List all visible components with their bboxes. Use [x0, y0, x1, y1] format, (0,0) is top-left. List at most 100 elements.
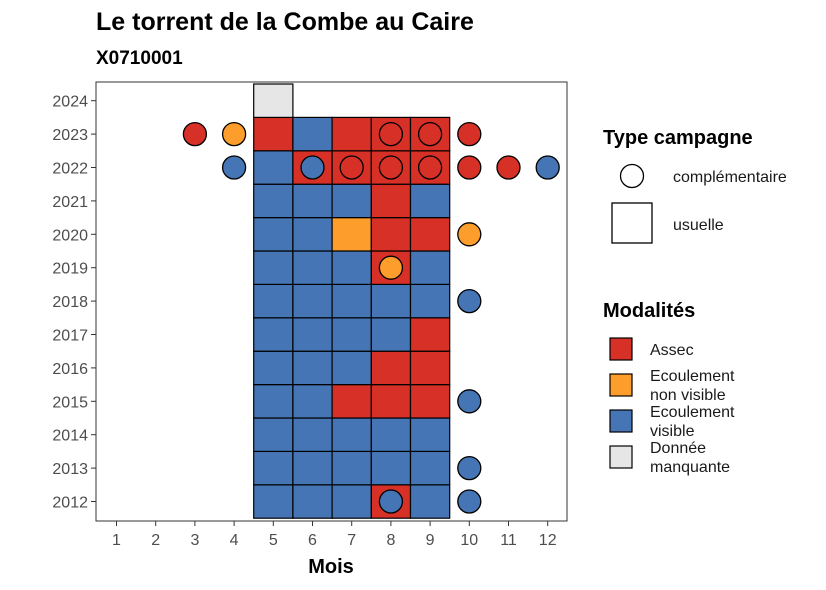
tile-2024-5 — [253, 83, 294, 119]
tile-2021-6 — [292, 183, 333, 219]
tile-2017-7 — [331, 317, 372, 352]
tile-2018-5 — [253, 283, 294, 319]
point-2012-10 — [457, 489, 482, 514]
point-2023-9 — [417, 121, 443, 147]
point-2023-3 — [182, 121, 208, 147]
tile-2019-7 — [331, 250, 372, 286]
tile-2012-7 — [331, 484, 372, 519]
tile-2022-5 — [253, 150, 294, 185]
legend-key-mod-3 — [609, 445, 633, 469]
y-tick-label: 2018 — [52, 294, 88, 311]
legend: Type campagne complémentaire usuelle Modali… — [603, 127, 787, 476]
tile-2021-7 — [331, 183, 372, 219]
legend-label-usuelle: usuelle — [673, 217, 724, 234]
legend-label-complementaire: complémentaire — [673, 169, 787, 186]
y-tick-label: 2024 — [52, 94, 88, 111]
tile-2019-9 — [409, 250, 451, 286]
y-tick-label: 2015 — [52, 394, 88, 411]
x-tick-label: 7 — [347, 532, 356, 549]
tile-2015-9 — [409, 384, 451, 419]
tile-2023-7 — [331, 116, 372, 152]
tile-2020-5 — [253, 217, 294, 252]
x-tick-label: 9 — [426, 532, 435, 549]
tile-2016-6 — [292, 350, 333, 386]
legend-key-mod-0 — [609, 337, 633, 361]
legend-label-mod-1-line2: non visible — [650, 387, 726, 404]
legend-label-mod-2-line1: Ecoulement — [650, 404, 735, 421]
tile-2016-7 — [331, 350, 372, 386]
tile-2015-6 — [292, 384, 333, 419]
x-tick-label: 8 — [386, 532, 395, 549]
y-tick-label: 2014 — [52, 428, 88, 445]
y-tick-label: 2017 — [52, 328, 88, 345]
tile-2015-5 — [253, 384, 294, 419]
tile-2014-5 — [253, 417, 294, 453]
tile-2013-5 — [253, 450, 294, 486]
tile-2012-5 — [253, 484, 294, 519]
tile-2017-5 — [253, 317, 294, 352]
tile-2012-9 — [409, 484, 451, 519]
y-tick-label: 2019 — [52, 261, 88, 278]
tile-2014-8 — [370, 417, 412, 453]
x-tick-label: 3 — [190, 532, 199, 549]
tile-2017-9 — [409, 317, 451, 352]
point-2022-11 — [496, 155, 521, 180]
x-tick-label: 10 — [460, 532, 478, 549]
point-2022-4 — [221, 155, 247, 180]
tile-2013-8 — [370, 450, 412, 486]
legend-key-complementaire — [619, 163, 645, 189]
tile-2021-9 — [409, 183, 451, 219]
point-2022-7 — [339, 155, 364, 180]
tile-2014-6 — [292, 417, 333, 453]
point-2023-8 — [378, 121, 404, 147]
y-tick-label: 2020 — [52, 227, 88, 244]
point-2022-6 — [300, 155, 325, 180]
tile-2023-6 — [292, 116, 333, 152]
point-2019-8 — [378, 255, 404, 280]
legend-key-mod-2 — [609, 409, 633, 433]
legend-label-mod-0: Assec — [650, 342, 694, 359]
point-2015-10 — [457, 389, 482, 414]
point-2022-12 — [535, 155, 560, 180]
tile-2020-8 — [370, 217, 412, 252]
legend-key-usuelle — [611, 202, 653, 244]
tile-2021-5 — [253, 183, 294, 219]
tile-2013-6 — [292, 450, 333, 486]
point-2023-10 — [457, 121, 482, 147]
point-2022-9 — [417, 155, 443, 180]
tile-2020-9 — [409, 217, 451, 252]
tile-2020-7 — [331, 217, 372, 252]
y-tick-label: 2013 — [52, 461, 88, 478]
tile-2018-9 — [409, 283, 451, 319]
x-tick-label: 11 — [500, 532, 517, 549]
tile-2017-8 — [370, 317, 412, 352]
x-tick-label: 6 — [308, 532, 317, 549]
point-2022-10 — [457, 155, 482, 180]
chart-title: Le torrent de la Combe au Caire — [96, 8, 474, 36]
x-tick-label: 5 — [269, 532, 278, 549]
legend-label-mod-1-line1: Ecoulement — [650, 368, 735, 385]
point-2013-10 — [457, 455, 482, 481]
point-2023-4 — [221, 121, 247, 147]
tile-2023-5 — [253, 116, 294, 152]
x-axis-title: Mois — [308, 556, 354, 578]
legend-label-mod-2-line2: visible — [650, 423, 695, 440]
tile-2012-6 — [292, 484, 333, 519]
tile-2017-6 — [292, 317, 333, 352]
tile-2013-7 — [331, 450, 372, 486]
y-tick-label: 2012 — [52, 495, 88, 512]
legend-key-mod-1 — [609, 373, 633, 397]
tile-2018-6 — [292, 283, 333, 319]
x-tick-label: 2 — [151, 532, 160, 549]
point-2018-10 — [457, 288, 482, 314]
point-2012-8 — [378, 489, 404, 514]
x-tick-label: 12 — [539, 532, 557, 549]
tile-2018-8 — [370, 283, 412, 319]
x-tick-label: 4 — [230, 532, 239, 549]
point-2022-8 — [378, 155, 404, 180]
plot-area: 1 2 3 4 5 6 7 8 9 10 11 122012201320142015201620172… — [52, 81, 568, 549]
tile-2016-5 — [253, 350, 294, 386]
y-tick-label: 2022 — [52, 161, 88, 178]
tile-2016-8 — [370, 350, 412, 386]
legend-type-title: Type campagne — [603, 127, 753, 149]
